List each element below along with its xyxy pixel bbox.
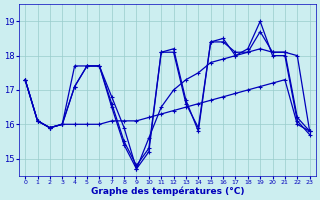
X-axis label: Graphe des températures (°C): Graphe des températures (°C) <box>91 186 244 196</box>
